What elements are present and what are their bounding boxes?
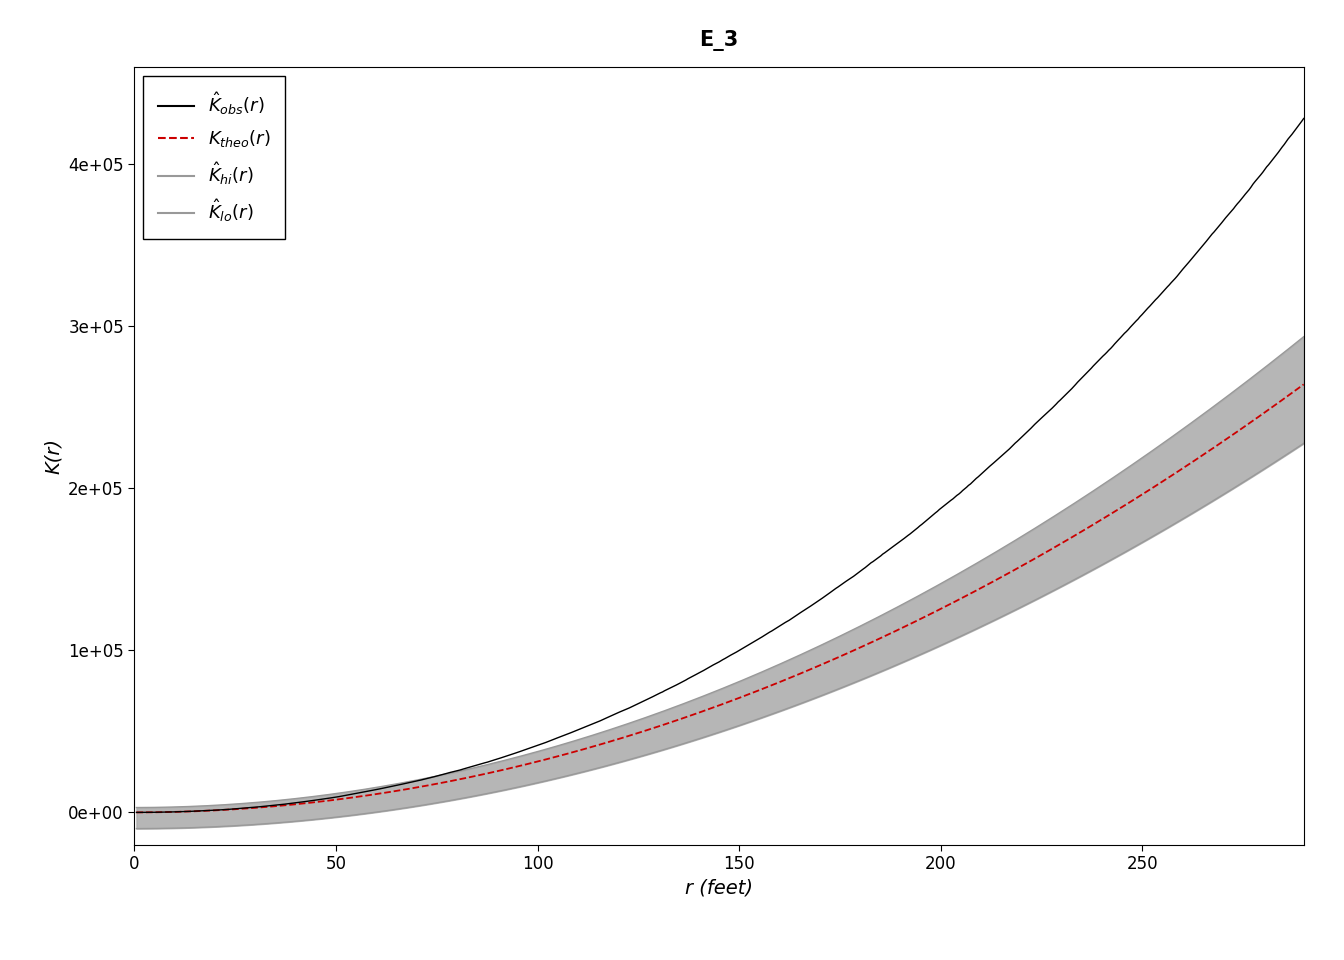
Legend: $\hat{K}_{obs}(r)$, $K_{theo}(r)$, $\hat{K}_{hi}(r)$, $\hat{K}_{lo}(r)$: $\hat{K}_{obs}(r)$, $K_{theo}(r)$, $\hat… bbox=[144, 76, 285, 239]
Title: E_3: E_3 bbox=[699, 31, 739, 52]
Y-axis label: K(r): K(r) bbox=[43, 438, 63, 474]
X-axis label: r (feet): r (feet) bbox=[685, 878, 753, 898]
